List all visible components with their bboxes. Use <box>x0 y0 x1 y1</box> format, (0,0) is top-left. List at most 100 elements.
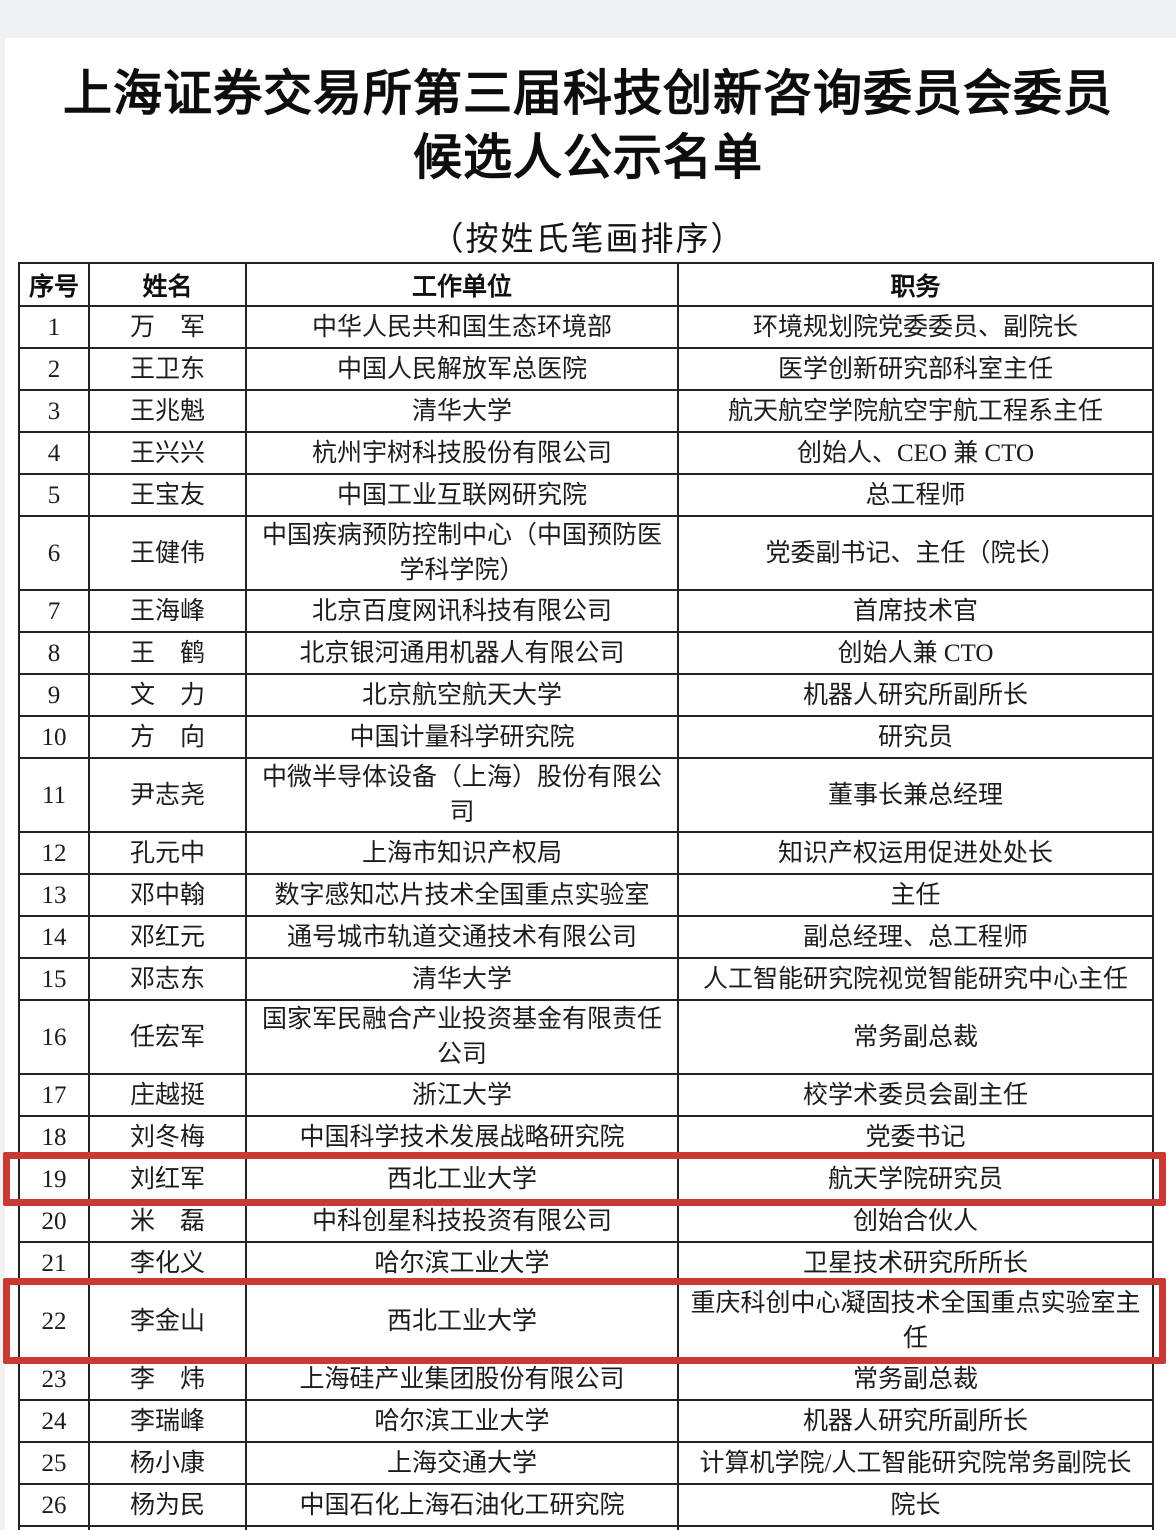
org-cell: 西北工业大学 <box>245 1157 679 1201</box>
org-cell: 北京航空航天大学 <box>245 673 679 717</box>
title-line-1: 上海证券交易所第三届科技创新咨询委员会委员 <box>62 67 1113 121</box>
row-number-cell: 19 <box>18 1157 90 1201</box>
document-title: 上海证券交易所第三届科技创新咨询委员会委员 候选人公示名单 <box>0 62 1176 190</box>
title-cell: 校学术委员会副主任 <box>677 1073 1154 1117</box>
name-cell: 王兆魁 <box>88 389 247 433</box>
row-number-cell: 24 <box>18 1399 90 1443</box>
table-row: 20 米 磊中科创星科技投资有限公司 创始合伙人 <box>18 1199 1154 1243</box>
name-cell: 方 向 <box>88 715 247 759</box>
title-cell: 创始人兼 CTO <box>677 631 1154 675</box>
org-cell: 通号城市轨道交通技术有限公司 <box>245 915 679 959</box>
org-cell: 北京百度网讯科技有限公司 <box>245 589 679 633</box>
org-cell: 中国石化上海石油化工研究院 <box>245 1483 679 1527</box>
name-cell: 李金山 <box>88 1283 247 1359</box>
org-cell: 西北工业大学 <box>245 1283 679 1359</box>
org-cell: 中科创星科技投资有限公司 <box>245 1199 679 1243</box>
table-row: 15 邓志东 清华大学 人工智能研究院视觉智能研究中心主任 <box>18 957 1154 1001</box>
row-number-cell: 6 <box>18 515 90 591</box>
row-number-cell: 12 <box>18 831 90 875</box>
table-row: 11 尹志尧 中微半导体设备（上海）股份有限公司 董事长兼总经理 <box>18 757 1154 833</box>
table-header-row: 序号 姓名 工作单位 职务 <box>18 262 1154 307</box>
row-number-cell: 25 <box>18 1441 90 1485</box>
org-cell: 清华大学 <box>245 389 679 433</box>
column-header-0: 序号 <box>18 262 90 307</box>
title-cell: 常务副总裁 <box>677 999 1154 1075</box>
table-row: 18 刘冬梅 中国科学技术发展战略研究院 党委书记 <box>18 1115 1154 1159</box>
row-number-cell: 26 <box>18 1483 90 1527</box>
table-row: 25 杨小康 上海交通大学 计算机学院/人工智能研究院常务副院长 <box>18 1441 1154 1485</box>
title-cell: 创始人、CEO 兼 CTO <box>677 431 1154 475</box>
name-cell: 任宏军 <box>88 999 247 1075</box>
row-number-cell: 7 <box>18 589 90 633</box>
org-cell: 北京银河通用机器人有限公司 <box>245 631 679 675</box>
title-cell: 研究员 <box>677 715 1154 759</box>
table-row: 24 李瑞峰 哈尔滨工业大学 机器人研究所副所长 <box>18 1399 1154 1443</box>
row-number-cell: 20 <box>18 1199 90 1243</box>
name-cell: 文 力 <box>88 673 247 717</box>
scan-edge-top <box>0 0 1176 38</box>
org-cell: 清华大学 <box>245 957 679 1001</box>
table-row: 21 李化义 哈尔滨工业大学 卫星技术研究所所长 <box>18 1241 1154 1285</box>
name-cell: 王卫东 <box>88 347 247 391</box>
name-cell: 杨小康 <box>88 1441 247 1485</box>
table-row: 16 任宏军 国家军民融合产业投资基金有限责任公司 常务副总裁 <box>18 999 1154 1075</box>
row-number-cell: 3 <box>18 389 90 433</box>
org-cell: 上海交通大学 <box>245 1441 679 1485</box>
row-number-cell: 11 <box>18 757 90 833</box>
org-cell: 国家军民融合产业投资基金有限责任公司 <box>245 999 679 1075</box>
row-number-cell: 1 <box>18 305 90 349</box>
title-cell: 机器人研究所副所长 <box>677 1399 1154 1443</box>
title-cell: 院长 <box>677 1483 1154 1527</box>
title-cell: 党委副书记、主任（院长） <box>677 515 1154 591</box>
table-row: 23 李 炜上海硅产业集团股份有限公司 常务副总裁 <box>18 1357 1154 1401</box>
org-cell: 中国工业互联网研究院 <box>245 473 679 517</box>
org-cell: 中微半导体设备（上海）股份有限公司 <box>245 757 679 833</box>
org-cell: 浙江大学 <box>245 1073 679 1117</box>
title-cell: 主任 <box>677 873 1154 917</box>
name-cell: 王 鹤 <box>88 631 247 675</box>
name-cell: 杨为民 <box>88 1483 247 1527</box>
sort-order-note: （按姓氏笔画排序） <box>430 222 746 258</box>
row-number-cell: 27 <box>18 1525 90 1530</box>
name-cell: 王海峰 <box>88 589 247 633</box>
title-cell: 董事长兼总经理 <box>677 757 1154 833</box>
table-row: 4 王兴兴 杭州宇树科技股份有限公司 创始人、CEO 兼 CTO <box>18 431 1154 475</box>
row-number-cell: 2 <box>18 347 90 391</box>
name-cell: 杨 波 <box>88 1525 247 1530</box>
row-number-cell: 22 <box>18 1283 90 1359</box>
name-cell: 庄越挺 <box>88 1073 247 1117</box>
name-cell: 孔元中 <box>88 831 247 875</box>
title-cell: 计算机学院/人工智能研究院常务副院长 <box>677 1441 1154 1485</box>
org-cell: 杭州禾迈电力电子股份有限公司 <box>245 1525 679 1530</box>
row-number-cell: 23 <box>18 1357 90 1401</box>
name-cell: 王健伟 <box>88 515 247 591</box>
name-cell: 李 炜 <box>88 1357 247 1401</box>
table-row: 2 王卫东 中国人民解放军总医院 医学创新研究部科室主任 <box>18 347 1154 391</box>
title-cell: 航天学院研究员 <box>677 1157 1154 1201</box>
title-cell: 医学创新研究部科室主任 <box>677 347 1154 391</box>
row-number-cell: 15 <box>18 957 90 1001</box>
title-cell: 航天航空学院航空宇航工程系主任 <box>677 389 1154 433</box>
title-cell: 常务副总裁 <box>677 1357 1154 1401</box>
title-cell: 党委书记 <box>677 1115 1154 1159</box>
title-line-2: 候选人公示名单 <box>412 131 763 185</box>
title-cell: 副总经理、总工程师 <box>677 915 1154 959</box>
column-header-2: 工作单位 <box>245 262 679 307</box>
title-cell: 重庆科创中心凝固技术全国重点实验室主任 <box>677 1283 1154 1359</box>
table-row: 5 王宝友 中国工业互联网研究院 总工程师 <box>18 473 1154 517</box>
name-cell: 刘红军 <box>88 1157 247 1201</box>
scan-edge-left <box>0 38 5 1530</box>
name-cell: 王宝友 <box>88 473 247 517</box>
name-cell: 邓志东 <box>88 957 247 1001</box>
org-cell: 数字感知芯片技术全国重点实验室 <box>245 873 679 917</box>
org-cell: 上海硅产业集团股份有限公司 <box>245 1357 679 1401</box>
org-cell: 哈尔滨工业大学 <box>245 1399 679 1443</box>
row-number-cell: 5 <box>18 473 90 517</box>
row-number-cell: 4 <box>18 431 90 475</box>
